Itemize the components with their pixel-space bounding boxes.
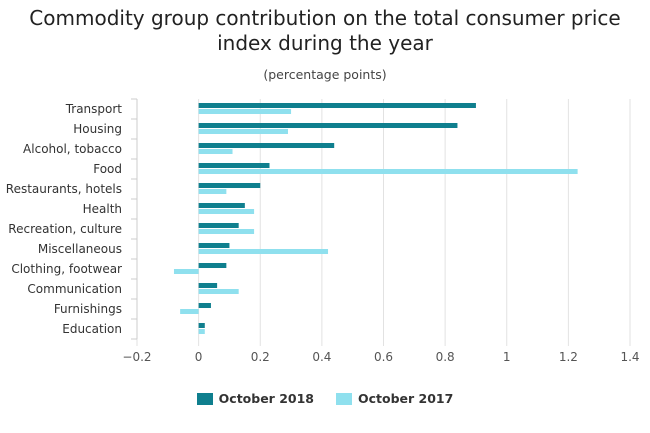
bar-october-2017-furnishings (180, 309, 199, 314)
category-label-miscellaneous: Miscellaneous (38, 242, 122, 256)
category-label-housing: Housing (73, 122, 122, 136)
category-label-restaurants-hotels: Restaurants, hotels (6, 182, 122, 196)
category-label-transport: Transport (65, 102, 123, 116)
bar-october-2018-alcohol-tobacco (198, 143, 335, 148)
category-label-health: Health (83, 202, 122, 216)
bar-october-2017-transport (198, 109, 292, 114)
chart-title-line-2: index during the year (217, 31, 433, 55)
bar-october-2018-communication (198, 283, 218, 288)
x-tick-label-4: 0.6 (374, 350, 393, 364)
chart-title-line-1: Commodity group contribution on the tota… (29, 6, 621, 30)
bar-october-2018-furnishings (198, 303, 211, 308)
bar-october-2018-housing (198, 123, 458, 128)
x-tick-label-6: 1 (503, 350, 511, 364)
bar-october-2018-food (198, 163, 270, 168)
legend-swatch-october-2018 (196, 392, 213, 405)
bar-october-2017-alcohol-tobacco (198, 149, 233, 154)
bar-october-2017-recreation-culture (198, 229, 255, 234)
x-tick-label-2: 0.2 (251, 350, 270, 364)
bar-october-2018-restaurants-hotels (198, 183, 261, 188)
legend-item-october-2018[interactable]: October 2018 (196, 391, 314, 406)
bar-october-2017-housing (198, 129, 288, 134)
category-label-clothing-footwear: Clothing, footwear (11, 262, 122, 276)
bar-october-2017-restaurants-hotels (198, 189, 227, 194)
x-tick-label-7: 1.2 (559, 350, 578, 364)
legend-label-october-2017: October 2017 (358, 391, 454, 406)
category-label-food: Food (93, 162, 122, 176)
bar-october-2017-communication (198, 289, 239, 294)
bar-october-2018-health (198, 203, 245, 208)
bar-october-2017-health (198, 209, 255, 214)
bar-october-2017-clothing-footwear (173, 269, 199, 274)
x-tick-label-1: 0 (195, 350, 203, 364)
chart-subtitle: (percentage points) (263, 67, 387, 82)
x-tick-label-8: 1.4 (620, 350, 639, 364)
chart-legend: October 2018 October 2017 (0, 391, 650, 406)
bar-october-2018-education (198, 323, 205, 328)
bar-october-2018-clothing-footwear (198, 263, 227, 268)
bar-october-2017-education (198, 329, 205, 334)
category-label-alcohol-tobacco: Alcohol, tobacco (23, 142, 122, 156)
category-label-recreation-culture: Recreation, culture (8, 222, 122, 236)
bar-october-2017-miscellaneous (198, 249, 329, 254)
category-label-education: Education (62, 322, 122, 336)
chart-title: Commodity group contribution on the tota… (0, 6, 650, 56)
bar-october-2017-food (198, 169, 578, 174)
x-tick-label-3: 0.4 (312, 350, 331, 364)
bar-october-2018-miscellaneous (198, 243, 230, 248)
category-label-furnishings: Furnishings (54, 302, 122, 316)
category-label-communication: Communication (27, 282, 122, 296)
legend-item-october-2017[interactable]: October 2017 (336, 391, 453, 406)
x-tick-label-5: 0.8 (436, 350, 455, 364)
bar-october-2018-transport (198, 103, 476, 108)
legend-swatch-october-2017 (336, 392, 352, 405)
bar-october-2018-recreation-culture (198, 223, 239, 228)
legend-label-october-2018: October 2018 (218, 391, 314, 406)
x-tick-label-0: −0.2 (122, 350, 151, 364)
